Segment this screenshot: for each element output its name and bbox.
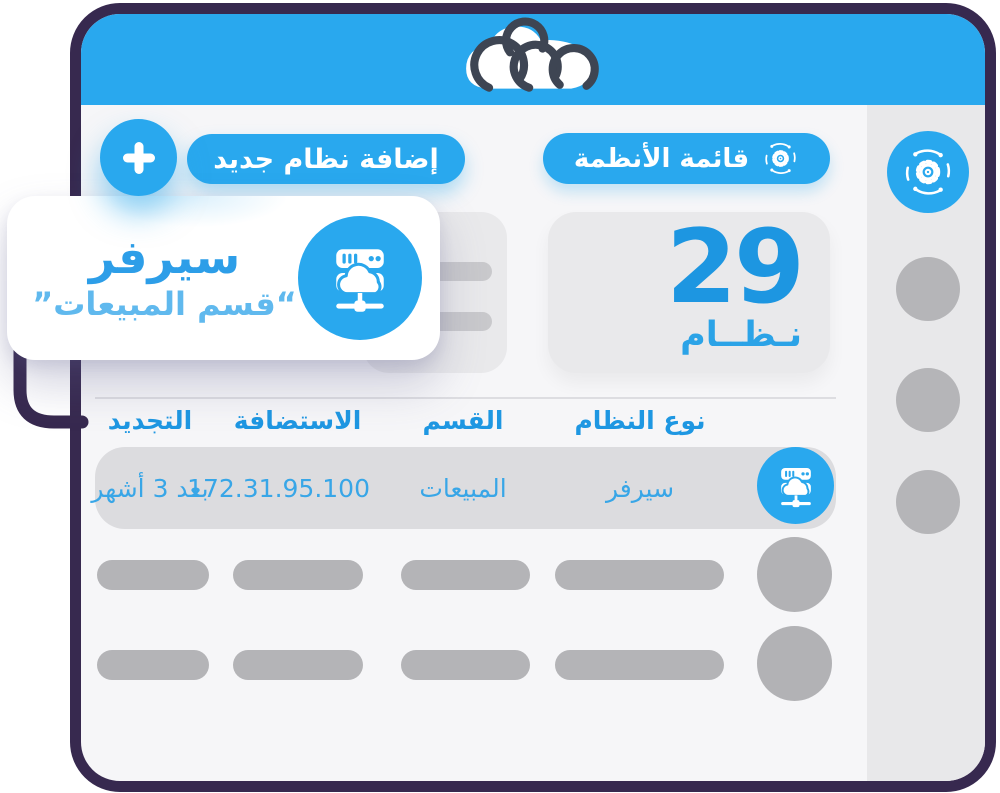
server-cloud-icon xyxy=(771,461,821,511)
column-header-renewal: التجديد xyxy=(107,406,193,435)
popup-accent-outline xyxy=(13,338,89,429)
skeleton-pill xyxy=(233,650,363,680)
gear-network-icon xyxy=(762,140,799,177)
row-server-icon-badge xyxy=(757,447,834,524)
skeleton-pill xyxy=(555,650,724,680)
skeleton-pill xyxy=(555,560,724,590)
add-system-button[interactable] xyxy=(100,119,177,196)
server-cloud-icon xyxy=(320,238,400,318)
cell-department: المبيعات xyxy=(419,474,507,503)
skeleton-pill xyxy=(233,560,363,590)
column-header-system-type: نوع النظام xyxy=(574,406,706,435)
sidebar xyxy=(867,105,985,781)
skeleton-line xyxy=(410,312,492,331)
skeleton-row-circle xyxy=(757,537,832,612)
cloud-logo-icon xyxy=(447,16,619,104)
table-divider xyxy=(95,397,836,399)
sidebar-placeholder-circle xyxy=(896,368,960,432)
sidebar-placeholder-circle xyxy=(896,257,960,321)
add-system-pill[interactable]: إضافة نظام جديد xyxy=(187,134,465,184)
skeleton-line xyxy=(410,262,492,281)
cell-renewal: بعد 3 أشهر xyxy=(91,474,209,503)
column-header-department: القسم xyxy=(422,406,504,435)
cell-system-type: سيرفر xyxy=(605,474,675,503)
tooltip-title: سيرفر xyxy=(88,230,241,285)
tooltip-text: سيرفر “قسم المبيعات” xyxy=(31,230,298,323)
skeleton-pill xyxy=(97,560,209,590)
systems-count: 29 xyxy=(666,208,805,327)
systems-list-label: قائمة الأنظمة xyxy=(573,143,750,174)
skeleton-pill xyxy=(401,560,530,590)
gear-network-icon xyxy=(901,145,955,199)
server-icon-badge xyxy=(298,216,422,340)
sidebar-placeholder-circle xyxy=(896,470,960,534)
sidebar-systems-button[interactable] xyxy=(887,131,969,213)
tooltip-subtitle: “قسم المبيعات” xyxy=(32,284,297,323)
app-header xyxy=(81,14,985,105)
cell-hosting: 172.31.95.100 xyxy=(187,474,370,503)
column-header-hosting: الاستضافة xyxy=(233,406,362,435)
plus-icon xyxy=(120,139,158,177)
skeleton-row-circle xyxy=(757,626,832,701)
server-tooltip-card: سيرفر “قسم المبيعات” xyxy=(7,196,440,360)
systems-count-unit: نـظــام xyxy=(680,314,802,355)
systems-table-row[interactable] xyxy=(95,447,836,529)
skeleton-pill xyxy=(97,650,209,680)
systems-list-pill[interactable]: قائمة الأنظمة xyxy=(543,133,830,184)
skeleton-pill xyxy=(401,650,530,680)
systems-count-card: 29 نـظــام xyxy=(548,212,830,373)
